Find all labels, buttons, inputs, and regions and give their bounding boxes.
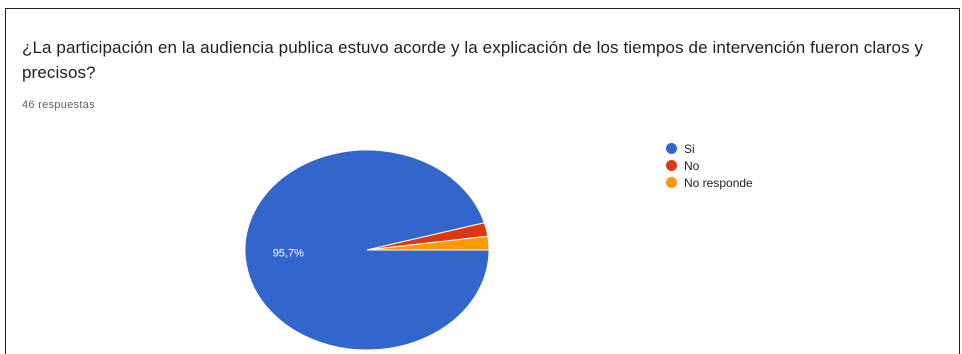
response-count: 46 respuestas [22, 99, 95, 111]
legend-label-si: Si [684, 141, 695, 156]
legend-swatch-no-responde [666, 177, 677, 188]
chart-legend: Si No No responde [666, 140, 753, 191]
legend-label-no-responde: No responde [684, 175, 753, 190]
pie-slice-no-responde[interactable] [366, 235, 490, 251]
pie-label-si: 95,7% [273, 248, 304, 260]
question-card: ¿La participación en la audiencia public… [5, 8, 960, 354]
legend-label-no: No [684, 158, 700, 173]
legend-item-no-responde[interactable]: No responde [666, 174, 753, 191]
legend-item-si[interactable]: Si [666, 140, 753, 157]
question-title: ¿La participación en la audiencia public… [22, 38, 924, 82]
legend-swatch-no [666, 160, 677, 171]
legend-swatch-si [666, 143, 677, 154]
legend-item-no[interactable]: No [666, 157, 753, 174]
